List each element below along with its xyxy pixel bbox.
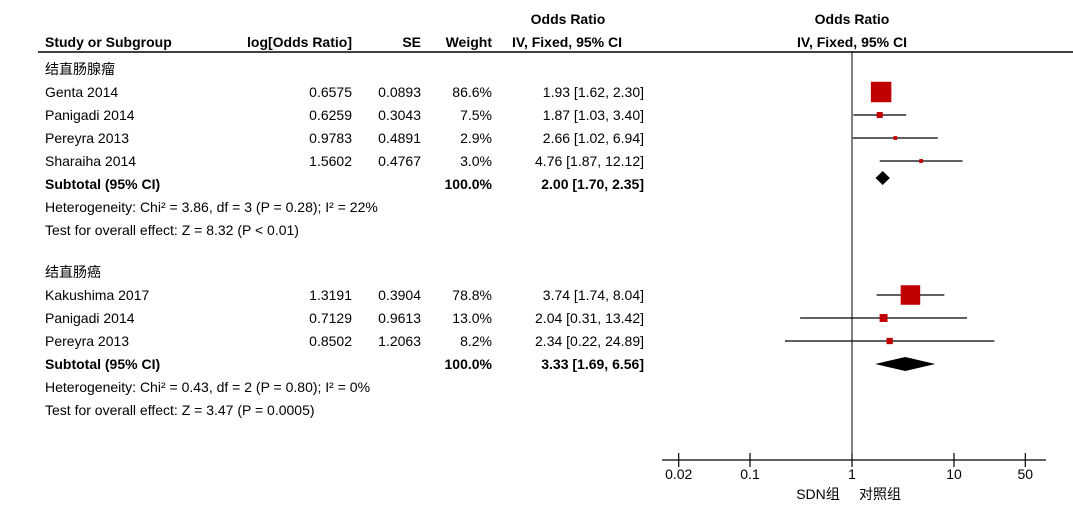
study-log-or: 0.6575 — [309, 84, 352, 100]
study-log-or: 0.6259 — [309, 107, 352, 123]
study-weight: 7.5% — [460, 107, 492, 123]
subtotal-ci: 2.00 [1.70, 2.35] — [541, 176, 644, 192]
study-log-or: 0.9783 — [309, 130, 352, 146]
x-tick-label: 50 — [1018, 466, 1034, 482]
subtotal-row-2: Subtotal (95% CI) 100.0% 3.33 [1.69, 6.5… — [45, 356, 644, 372]
study-row: Kakushima 2017 1.3191 0.3904 78.8% 3.74 … — [45, 287, 644, 303]
header-plot-method: IV, Fixed, 95% CI — [797, 34, 907, 50]
study-ci: 2.66 [1.02, 6.94] — [543, 130, 644, 146]
study-box — [893, 136, 898, 140]
study-log-or: 0.7129 — [309, 310, 352, 326]
header-se: SE — [402, 34, 421, 50]
study-weight: 2.9% — [460, 130, 492, 146]
axis-right-label: 对照组 — [859, 486, 901, 502]
subtotal-weight: 100.0% — [445, 356, 493, 372]
study-row: Pereyra 2013 0.9783 0.4891 2.9% 2.66 [1.… — [45, 130, 644, 146]
study-ci: 1.93 [1.62, 2.30] — [543, 84, 644, 100]
study-se: 0.4891 — [378, 130, 421, 146]
subtotal-diamond — [875, 171, 890, 185]
header-plot-odds-ratio-top: Odds Ratio — [815, 11, 890, 27]
study-se: 0.0893 — [378, 84, 421, 100]
subtotal-label: Subtotal (95% CI) — [45, 176, 160, 192]
study-ci: 3.74 [1.74, 8.04] — [543, 287, 644, 303]
study-weight: 3.0% — [460, 153, 492, 169]
overall-effect-2: Test for overall effect: Z = 3.47 (P = 0… — [45, 402, 315, 418]
study-box — [876, 111, 883, 119]
study-log-or: 0.8502 — [309, 333, 352, 349]
overall-effect-1: Test for overall effect: Z = 8.32 (P < 0… — [45, 222, 299, 238]
study-name: Kakushima 2017 — [45, 287, 150, 303]
header-weight: Weight — [446, 34, 493, 50]
subtotal-weight: 100.0% — [445, 176, 493, 192]
study-row: Pereyra 2013 0.8502 1.2063 8.2% 2.34 [0.… — [45, 333, 644, 349]
study-se: 0.3043 — [378, 107, 421, 123]
study-name: Genta 2014 — [45, 84, 118, 100]
study-se: 0.9613 — [378, 310, 421, 326]
study-name: Panigadi 2014 — [45, 310, 135, 326]
study-name: Pereyra 2013 — [45, 333, 129, 349]
subtotal-row-1: Subtotal (95% CI) 100.0% 2.00 [1.70, 2.3… — [45, 176, 644, 192]
subgroup-title-1: 结直肠腺瘤 — [45, 61, 115, 77]
axis-left-label: SDN组 — [796, 486, 840, 502]
plot-area: 0.02 0.1 1 10 50 — [662, 52, 1046, 482]
study-row: Genta 2014 0.6575 0.0893 86.6% 1.93 [1.6… — [45, 84, 644, 100]
x-tick-label: 0.02 — [665, 466, 692, 482]
subtotal-ci: 3.33 [1.69, 6.56] — [541, 356, 644, 372]
header-study-or-subgroup: Study or Subgroup — [45, 34, 172, 50]
study-row: Panigadi 2014 0.6259 0.3043 7.5% 1.87 [1… — [45, 107, 644, 123]
x-tick-label: 10 — [946, 466, 962, 482]
study-log-or: 1.5602 — [309, 153, 352, 169]
heterogeneity-2: Heterogeneity: Chi² = 0.43, df = 2 (P = … — [45, 379, 370, 395]
study-row: Sharaiha 2014 1.5602 0.4767 3.0% 4.76 [1… — [45, 153, 644, 169]
study-box — [919, 159, 924, 163]
study-box — [879, 314, 888, 322]
study-log-or: 1.3191 — [309, 287, 352, 303]
header-or-method: IV, Fixed, 95% CI — [512, 34, 622, 50]
study-name: Panigadi 2014 — [45, 107, 135, 123]
study-weight: 13.0% — [452, 310, 492, 326]
header-odds-ratio-top: Odds Ratio — [531, 11, 606, 27]
subtotal-label: Subtotal (95% CI) — [45, 356, 160, 372]
study-name: Sharaiha 2014 — [45, 153, 136, 169]
study-se: 1.2063 — [378, 333, 421, 349]
study-box — [886, 337, 893, 345]
subgroup-title-2: 结直肠癌 — [45, 264, 101, 280]
study-row: Panigadi 2014 0.7129 0.9613 13.0% 2.04 [… — [45, 310, 644, 326]
study-se: 0.4767 — [378, 153, 421, 169]
study-box — [900, 285, 921, 305]
study-box — [870, 81, 892, 103]
x-tick-label: 1 — [848, 466, 856, 482]
study-weight: 86.6% — [452, 84, 492, 100]
heterogeneity-1: Heterogeneity: Chi² = 3.86, df = 3 (P = … — [45, 199, 378, 215]
subtotal-diamond — [875, 357, 936, 371]
study-weight: 78.8% — [452, 287, 492, 303]
x-tick-label: 0.1 — [740, 466, 760, 482]
study-ci: 2.04 [0.31, 13.42] — [535, 310, 644, 326]
study-ci: 1.87 [1.03, 3.40] — [543, 107, 644, 123]
study-weight: 8.2% — [460, 333, 492, 349]
study-ci: 2.34 [0.22, 24.89] — [535, 333, 644, 349]
study-se: 0.3904 — [378, 287, 421, 303]
study-ci: 4.76 [1.87, 12.12] — [535, 153, 644, 169]
header-log-odds-ratio: log[Odds Ratio] — [247, 34, 352, 50]
study-name: Pereyra 2013 — [45, 130, 129, 146]
